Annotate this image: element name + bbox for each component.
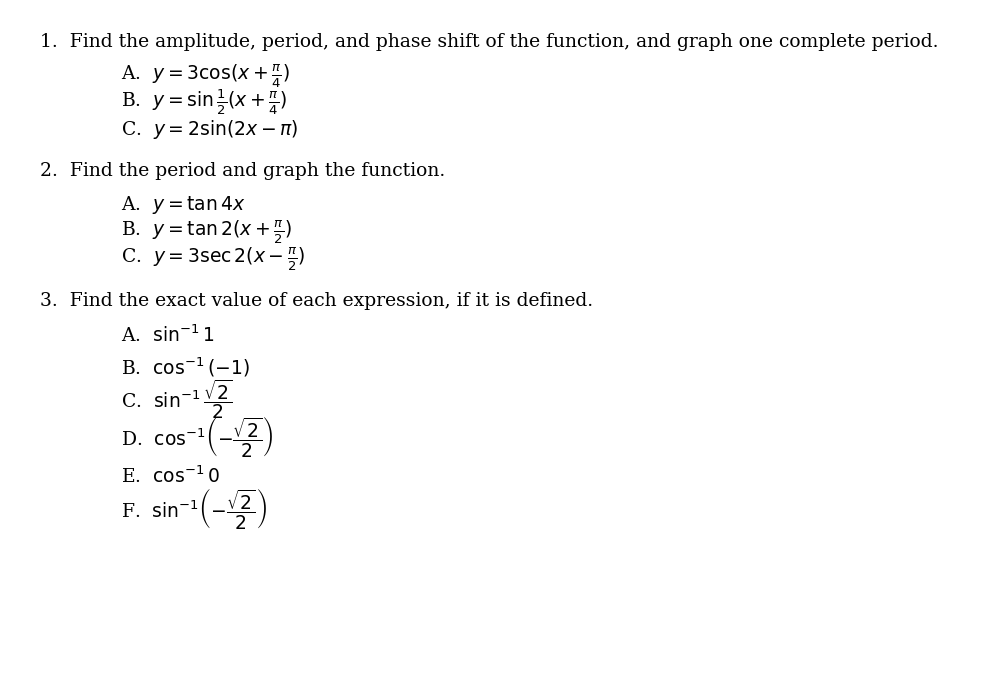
Text: D.  $\cos^{-1}\!\left(-\dfrac{\sqrt{2}}{2}\right)$: D. $\cos^{-1}\!\left(-\dfrac{\sqrt{2}}{2… — [121, 414, 273, 459]
Text: B.  $y = \tan 2(x + \frac{\pi}{2})$: B. $y = \tan 2(x + \frac{\pi}{2})$ — [121, 218, 292, 246]
Text: F.  $\sin^{-1}\!\left(-\dfrac{\sqrt{2}}{2}\right)$: F. $\sin^{-1}\!\left(-\dfrac{\sqrt{2}}{2… — [121, 486, 266, 532]
Text: 1.  Find the amplitude, period, and phase shift of the function, and graph one c: 1. Find the amplitude, period, and phase… — [40, 33, 939, 51]
Text: E.  $\cos^{-1} 0$: E. $\cos^{-1} 0$ — [121, 466, 219, 487]
Text: A.  $\sin^{-1} 1$: A. $\sin^{-1} 1$ — [121, 324, 214, 346]
Text: C.  $y = 2\sin(2x - \pi)$: C. $y = 2\sin(2x - \pi)$ — [121, 118, 298, 141]
Text: C.  $y = 3\sec 2(x - \frac{\pi}{2})$: C. $y = 3\sec 2(x - \frac{\pi}{2})$ — [121, 245, 306, 272]
Text: 3.  Find the exact value of each expression, if it is defined.: 3. Find the exact value of each expressi… — [40, 292, 594, 310]
Text: B.  $y = \sin \frac{1}{2}(x + \frac{\pi}{4})$: B. $y = \sin \frac{1}{2}(x + \frac{\pi}{… — [121, 88, 287, 118]
Text: 2.  Find the period and graph the function.: 2. Find the period and graph the functio… — [40, 162, 445, 180]
Text: A.  $y = 3\cos(x + \frac{\pi}{4})$: A. $y = 3\cos(x + \frac{\pi}{4})$ — [121, 62, 290, 89]
Text: A.  $y = \tan 4x$: A. $y = \tan 4x$ — [121, 195, 246, 216]
Text: B.  $\cos^{-1}(-1)$: B. $\cos^{-1}(-1)$ — [121, 356, 250, 379]
Text: C.  $\sin^{-1} \dfrac{\sqrt{2}}{2}$: C. $\sin^{-1} \dfrac{\sqrt{2}}{2}$ — [121, 377, 233, 421]
